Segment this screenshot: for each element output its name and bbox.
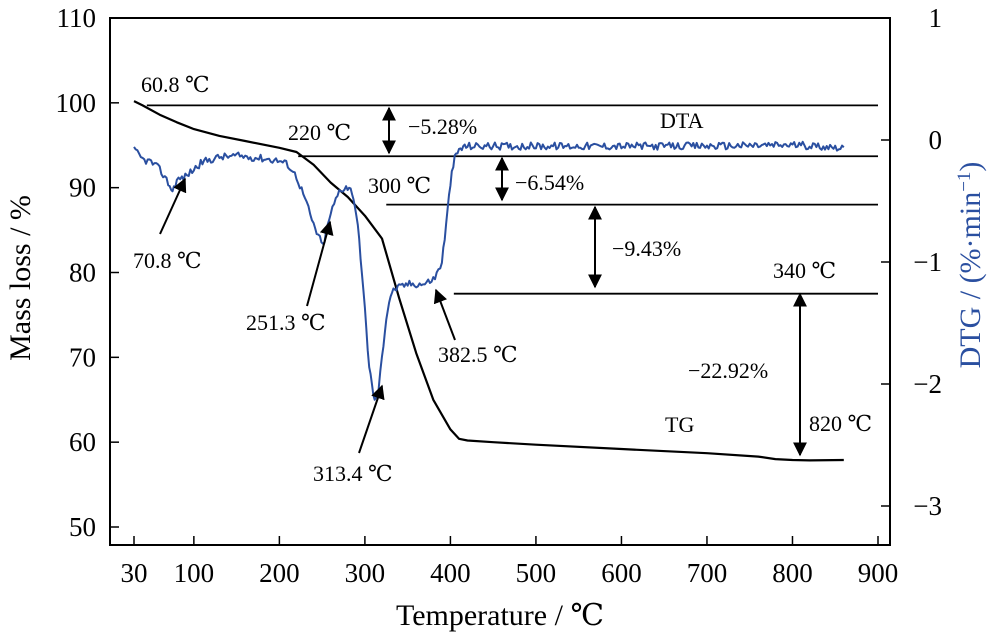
x-axis-title: Temperature / ℃ xyxy=(396,599,604,632)
annotation-p528: −5.28% xyxy=(408,114,477,139)
annotation-t340: 340 ℃ xyxy=(773,258,836,283)
dta-series-line xyxy=(133,140,845,401)
y-right-tick-label: −2 xyxy=(913,369,942,399)
annotation-t220: 220 ℃ xyxy=(288,120,351,145)
annotation-t2513: 251.3 ℃ xyxy=(246,310,326,335)
annotation-tg: TG xyxy=(665,412,694,437)
x-tick-label: 800 xyxy=(772,558,813,588)
y-axis-title-right-main: DTG / (%·min xyxy=(954,192,987,369)
x-tick-label: 30 xyxy=(121,558,148,588)
arrow-70-8 xyxy=(159,177,187,235)
annotation-p943: −9.43% xyxy=(612,236,681,261)
annotation-t3825: 382.5 ℃ xyxy=(438,342,518,367)
annotation-dta: DTA xyxy=(660,108,704,133)
y-right-tick-label: 0 xyxy=(929,125,943,155)
x-tick-label: 300 xyxy=(345,558,386,588)
y-left-tick-label: 70 xyxy=(69,342,96,372)
y-left-tick-label: 100 xyxy=(56,88,97,118)
tg-series-line xyxy=(133,100,844,462)
y-axis-title-right: DTG / (%·min−1) xyxy=(954,162,987,369)
reference-lines xyxy=(146,104,878,295)
arrow-313-4 xyxy=(358,384,385,454)
y-right-tick-label: 1 xyxy=(929,3,943,33)
arrow-251-3 xyxy=(306,220,334,307)
y-axis-title-right-sup: −1 xyxy=(954,172,975,192)
x-tick-label: 100 xyxy=(174,558,215,588)
annotation-t820: 820 ℃ xyxy=(809,411,872,436)
y-left-tick-label: 80 xyxy=(69,258,96,288)
y-axis-title-right-close: ) xyxy=(954,162,987,172)
annotation-t300: 300 ℃ xyxy=(368,173,431,198)
y-right-tick-label: −1 xyxy=(913,247,942,277)
x-tick-label: 600 xyxy=(601,558,642,588)
axis-ticks: 30 100 200 300 400 500 600 700 800 900 50 60 70 80 90 1… xyxy=(56,3,943,588)
x-tick-label: 400 xyxy=(430,558,471,588)
x-tick-label: 500 xyxy=(516,558,557,588)
x-tick-label: 200 xyxy=(259,558,300,588)
annotation-p2292: −22.92% xyxy=(688,358,768,383)
x-tick-label: 700 xyxy=(687,558,728,588)
y-left-tick-label: 60 xyxy=(69,427,96,457)
y-right-tick-label: −3 xyxy=(913,491,942,521)
annotation-t60: 60.8 ℃ xyxy=(141,72,210,97)
annotation-t708: 70.8 ℃ xyxy=(133,248,202,273)
y-left-tick-label: 110 xyxy=(57,3,97,33)
y-left-tick-label: 50 xyxy=(69,512,96,542)
x-tick-label: 900 xyxy=(858,558,899,588)
plot-frame xyxy=(109,17,891,546)
series-lines xyxy=(133,100,845,462)
arrow-382-5 xyxy=(433,288,456,341)
y-axis-title-left: Mass loss / % xyxy=(4,195,37,361)
annotation-p654: −6.54% xyxy=(515,170,584,195)
annotation-arrows xyxy=(159,106,807,457)
annotation-labels: 60.8 ℃ 220 ℃ −5.28% DTA 300 ℃ −6.54% 70.8 ℃ −9.… xyxy=(133,72,872,486)
annotation-t3134: 313.4 ℃ xyxy=(313,461,393,486)
y-left-tick-label: 90 xyxy=(69,173,96,203)
